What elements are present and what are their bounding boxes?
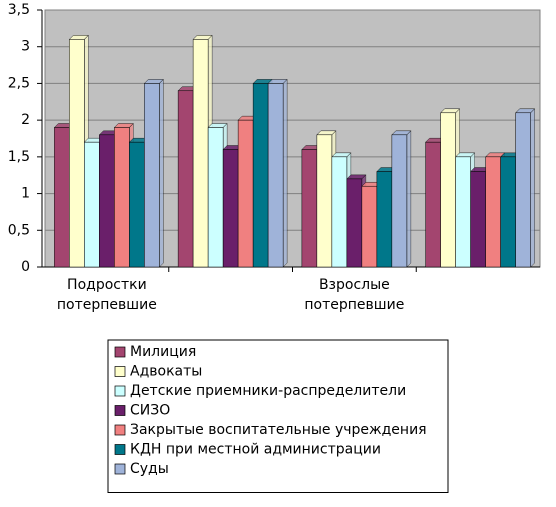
bar	[54, 127, 70, 268]
bar	[267, 83, 284, 268]
bar-side	[282, 78, 288, 268]
bar	[252, 83, 269, 268]
legend-swatch	[114, 385, 126, 397]
bar	[144, 83, 160, 268]
bar-side	[159, 78, 164, 268]
legend-swatch	[114, 424, 126, 436]
legend-label: КДН при местной администрации	[130, 442, 381, 458]
y-tick-label: 1	[21, 186, 30, 202]
bar	[376, 171, 393, 268]
bar	[316, 134, 333, 268]
bar	[391, 134, 408, 268]
y-tick-label: 1,5	[8, 149, 30, 165]
bar	[440, 112, 456, 268]
bar	[470, 171, 486, 268]
legend-swatch	[114, 405, 126, 416]
legend-label: Детские приемники-распределители	[130, 383, 406, 399]
bar	[515, 112, 531, 268]
bar-side	[530, 108, 535, 268]
y-tick-label: 3,5	[8, 2, 30, 18]
legend-label: Милиция	[130, 344, 196, 360]
bar	[114, 127, 130, 268]
bar	[84, 141, 100, 268]
bar	[192, 39, 209, 268]
legend-label: Суды	[130, 461, 169, 477]
bar	[301, 149, 318, 268]
y-tick-label: 2	[21, 112, 30, 128]
y-tick-label: 2,5	[8, 75, 30, 91]
legend-swatch	[114, 366, 126, 377]
bar-side	[406, 130, 412, 268]
legend-label: Адвокаты	[130, 364, 202, 380]
legend-swatch	[114, 346, 126, 358]
legend-label: СИЗО	[130, 403, 170, 419]
bar	[455, 156, 471, 268]
bar	[207, 127, 224, 268]
bar	[331, 156, 348, 268]
legend-label: Закрытые воспитательные учреждения	[130, 422, 427, 438]
bar	[346, 178, 363, 268]
bar	[222, 149, 239, 268]
y-tick-label: 0,5	[8, 222, 30, 238]
bar	[69, 39, 85, 268]
legend-box	[107, 339, 449, 493]
bar	[425, 141, 441, 268]
bar	[129, 141, 145, 268]
bar	[177, 90, 194, 268]
bar	[500, 156, 516, 268]
x-tick-label: Подростки потерпевшие	[57, 277, 157, 313]
legend-swatch	[114, 444, 126, 455]
y-tick-label: 0	[21, 259, 30, 275]
y-tick-label: 3	[21, 39, 30, 55]
bar	[361, 185, 378, 268]
x-tick-label: Взрослые потерпевшие	[304, 277, 404, 313]
bar	[237, 119, 254, 268]
legend-swatch	[114, 463, 126, 475]
bar	[99, 134, 115, 268]
bar	[485, 156, 501, 268]
